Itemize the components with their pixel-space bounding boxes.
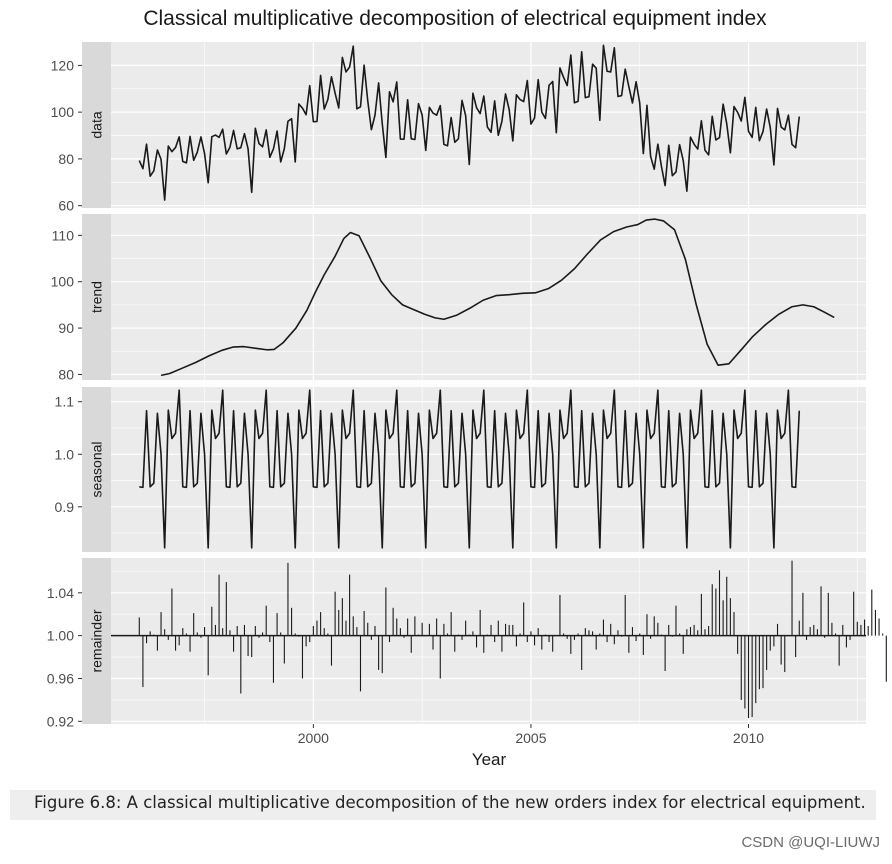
x-tick-label: 2010 [733,730,764,746]
y-tick-label: 1.00 [47,628,74,644]
x-tick-label: 2000 [298,730,329,746]
seasonal-series-line [139,389,801,549]
y-tick-label: 90 [58,320,74,336]
y-tick-label: 1.1 [55,394,75,410]
watermark: CSDN @UQI-LIUWJ [741,834,880,851]
strip-label-data: data [89,111,105,138]
strip-label-remainder: remainder [89,609,105,672]
panels-group: data 60 80 100 120 trend 80 90 100 110 seasonal 0.9… [47,42,887,729]
decomposition-figure: Classical multiplicative decomposition o… [47,7,887,769]
strip-background [82,387,111,552]
y-tick-label: 60 [58,198,74,214]
x-axis: 2000 2005 2010 [298,724,764,746]
panel-data: data 60 80 100 120 [51,42,866,214]
panel-background [111,42,866,208]
y-tick-label: 80 [58,366,74,382]
panel-seasonal: seasonal 0.9 1.0 1.1 [55,387,866,552]
data-series-line [138,44,801,201]
x-tick-label: 2005 [515,730,546,746]
y-tick-label: 100 [51,104,75,120]
y-tick-label: 110 [52,227,75,243]
figure-caption: Figure 6.8: A classical multiplicative d… [10,790,876,820]
panel-background [111,558,866,724]
y-tick-label: 1.04 [47,585,74,601]
y-tick-label: 0.92 [47,713,74,729]
strip-label-trend: trend [89,281,105,313]
y-tick-label: 80 [58,151,74,167]
chart-title: Classical multiplicative decomposition o… [143,7,767,30]
trend-series-line [160,218,835,377]
y-tick-label: 0.96 [47,670,74,686]
strip-label-seasonal: seasonal [89,441,105,497]
y-tick-label: 0.9 [55,499,75,515]
y-tick-label: 120 [51,57,75,73]
strip-background [82,214,111,380]
x-axis-title: Year [472,750,507,769]
panel-background [111,214,866,380]
strip-background [82,42,111,208]
y-tick-label: 100 [51,274,75,290]
strip-background [82,558,111,724]
panel-remainder: remainder 0.92 0.96 1.00 1.04 [47,558,887,729]
panel-trend: trend 80 90 100 110 [51,214,866,382]
y-tick-label: 1.0 [55,446,75,462]
